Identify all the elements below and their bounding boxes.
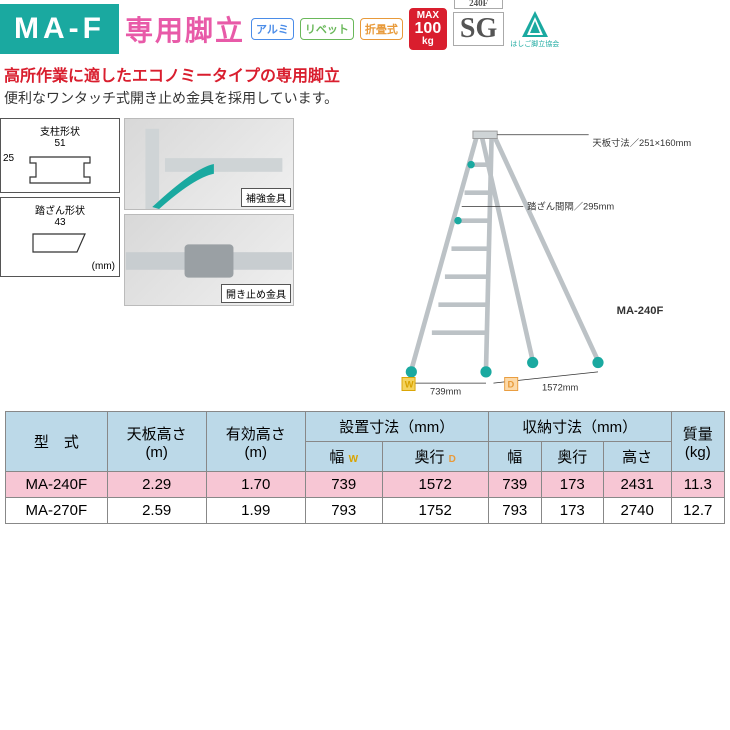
cell-sd: 173 bbox=[541, 472, 603, 498]
cell-sh: 2740 bbox=[603, 498, 671, 524]
post-label: 支柱形状 bbox=[5, 123, 115, 138]
post-height: 25 bbox=[3, 153, 14, 164]
ladder-illustration: 天板寸法／251×160mm 踏ざん間隔／295mm MA-240F W 739… bbox=[298, 118, 730, 398]
badge-rivet: リベット bbox=[300, 18, 354, 40]
cell-sd: 173 bbox=[541, 498, 603, 524]
badge-fold: 折畳式 bbox=[360, 18, 403, 40]
post-diagram: 支柱形状 51 25 bbox=[0, 118, 120, 193]
badge-alumi: アルミ bbox=[251, 18, 294, 40]
stopper-photo: 開き止め金具 bbox=[124, 214, 294, 306]
cell-sh: 2431 bbox=[603, 472, 671, 498]
th-top-h-label: 天板高さ bbox=[127, 426, 187, 443]
th-storage-h: 高さ bbox=[603, 442, 671, 472]
th-w-label: 幅 bbox=[329, 449, 344, 466]
mid-section: 支柱形状 51 25 踏ざん形状 43 (mm) 補強金具 bbox=[0, 114, 730, 411]
spec-table: 型 式 天板高さ (m) 有効高さ (m) 設置寸法（mm） 収納寸法（mm） … bbox=[5, 411, 725, 524]
cell-eff-h: 1.99 bbox=[206, 498, 305, 524]
th-storage: 収納寸法（mm） bbox=[488, 412, 671, 442]
th-install-d: 奥行 D bbox=[382, 442, 488, 472]
th-mass-label: 質量 bbox=[683, 426, 713, 443]
th-storage-w: 幅 bbox=[488, 442, 541, 472]
reinforce-label: 補強金具 bbox=[241, 188, 291, 207]
post-shape-icon bbox=[20, 149, 100, 185]
header: MA-F 専用脚立 アルミ リベット 折畳式 MAX 100 kg 240F S… bbox=[0, 0, 730, 54]
step-width: 43 bbox=[5, 217, 115, 228]
association-icon bbox=[518, 9, 552, 39]
association-badge: はしご脚立協会 bbox=[510, 9, 559, 49]
cell-top-h: 2.29 bbox=[107, 472, 206, 498]
table-row: MA-270F 2.59 1.99 793 1752 793 173 2740 … bbox=[6, 498, 725, 524]
th-mass-unit: (kg) bbox=[685, 444, 711, 461]
th-d-mark: D bbox=[449, 454, 456, 465]
cell-mass: 11.3 bbox=[671, 472, 724, 498]
cell-mass: 12.7 bbox=[671, 498, 724, 524]
d-val: 1572mm bbox=[542, 383, 579, 393]
cell-model: MA-270F bbox=[6, 498, 108, 524]
series-title: 専用脚立 bbox=[125, 9, 245, 49]
step-shape-icon bbox=[25, 228, 95, 258]
step-diagram: 踏ざん形状 43 (mm) bbox=[0, 197, 120, 277]
max-unit: kg bbox=[422, 36, 434, 47]
table-body: MA-240F 2.29 1.70 739 1572 739 173 2431 … bbox=[6, 472, 725, 524]
th-storage-d: 奥行 bbox=[541, 442, 603, 472]
model-series-block: MA-F bbox=[0, 4, 119, 54]
top-dim-text: 天板寸法／251×160mm bbox=[592, 137, 691, 148]
cell-model: MA-240F bbox=[6, 472, 108, 498]
ladder-illustration-area: 天板寸法／251×160mm 踏ざん間隔／295mm MA-240F W 739… bbox=[298, 118, 730, 403]
cell-id: 1752 bbox=[382, 498, 488, 524]
subheadline: 高所作業に適したエコノミータイプの専用脚立 bbox=[0, 54, 730, 88]
step-label: 踏ざん形状 bbox=[5, 202, 115, 217]
cell-top-h: 2.59 bbox=[107, 498, 206, 524]
cell-eff-h: 1.70 bbox=[206, 472, 305, 498]
cross-section-diagrams: 支柱形状 51 25 踏ざん形状 43 (mm) bbox=[0, 118, 120, 403]
cell-id: 1572 bbox=[382, 472, 488, 498]
w-label: W bbox=[405, 380, 414, 390]
th-install-w: 幅 W bbox=[305, 442, 382, 472]
d-label: D bbox=[507, 380, 514, 390]
stopper-label: 開き止め金具 bbox=[221, 284, 291, 303]
th-d-label: 奥行 bbox=[414, 449, 444, 466]
ladder-model: MA-240F bbox=[617, 305, 664, 317]
th-top-height: 天板高さ (m) bbox=[107, 412, 206, 472]
diagram-unit: (mm) bbox=[5, 261, 115, 272]
sg-badge: 240F SG bbox=[453, 12, 504, 46]
step-gap-text: 踏ざん間隔／295mm bbox=[527, 200, 614, 211]
badge-max-load: MAX 100 kg bbox=[409, 8, 447, 50]
max-val: 100 bbox=[413, 21, 443, 37]
cell-sw: 793 bbox=[488, 498, 541, 524]
cell-iw: 739 bbox=[305, 472, 382, 498]
th-w-mark: W bbox=[349, 454, 358, 465]
assoc-text: はしご脚立協会 bbox=[510, 41, 559, 48]
table-row: MA-240F 2.29 1.70 739 1572 739 173 2431 … bbox=[6, 472, 725, 498]
th-mass: 質量 (kg) bbox=[671, 412, 724, 472]
th-install: 設置寸法（mm） bbox=[305, 412, 488, 442]
description: 便利なワンタッチ式開き止め金具を採用しています。 bbox=[0, 88, 730, 114]
w-val: 739mm bbox=[430, 386, 461, 396]
sg-code: 240F bbox=[454, 0, 503, 9]
th-eff-height: 有効高さ (m) bbox=[206, 412, 305, 472]
table-header: 型 式 天板高さ (m) 有効高さ (m) 設置寸法（mm） 収納寸法（mm） … bbox=[6, 412, 725, 472]
reinforce-photo: 補強金具 bbox=[124, 118, 294, 210]
post-width: 51 bbox=[5, 138, 115, 149]
th-eff-h-label: 有効高さ bbox=[226, 426, 286, 443]
th-model: 型 式 bbox=[6, 412, 108, 472]
cell-iw: 793 bbox=[305, 498, 382, 524]
sg-text: SG bbox=[460, 13, 497, 44]
detail-images: 補強金具 開き止め金具 bbox=[124, 118, 294, 403]
th-top-h-unit: (m) bbox=[145, 444, 168, 461]
cell-sw: 739 bbox=[488, 472, 541, 498]
th-eff-h-unit: (m) bbox=[245, 444, 268, 461]
